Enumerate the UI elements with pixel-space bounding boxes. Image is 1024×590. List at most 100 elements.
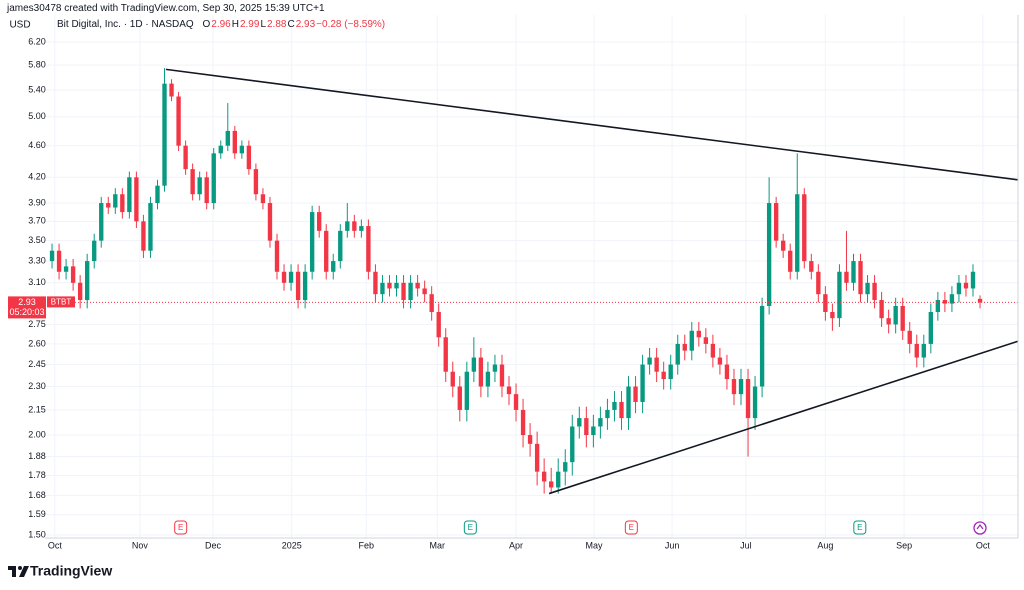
candle (591, 414, 596, 448)
candle (752, 376, 758, 430)
candle-body (485, 371, 491, 387)
candle-body (689, 330, 694, 351)
candle-body (394, 282, 399, 289)
candle-body (232, 130, 237, 154)
earnings-marker: E (853, 520, 867, 535)
candle-body (949, 294, 955, 304)
candle-body (598, 418, 603, 427)
candle (408, 275, 413, 309)
earnings-marker: E (463, 520, 477, 535)
candle (155, 179, 160, 210)
candle (781, 233, 786, 258)
candle (169, 79, 174, 102)
ticker: BTBT (51, 298, 72, 307)
candle-body (120, 194, 125, 213)
x-tick-label: Jul (740, 540, 752, 550)
candle (49, 243, 55, 269)
candle (106, 196, 111, 214)
candle-body (225, 130, 230, 146)
candle-body (570, 426, 575, 463)
candle-body (309, 212, 315, 272)
candle-body (141, 221, 146, 251)
candle (647, 347, 652, 375)
candle-body (809, 261, 814, 272)
candle (99, 196, 104, 248)
candle-body (324, 230, 329, 272)
candle (527, 423, 533, 457)
candle-body (345, 221, 350, 231)
candle (731, 368, 737, 406)
split-icon-ring (973, 521, 987, 535)
candle (380, 275, 385, 303)
candle (626, 376, 631, 430)
candle (443, 328, 448, 383)
candle-body (113, 194, 118, 208)
candle-body (443, 337, 448, 372)
candle-body (640, 364, 645, 402)
candle (766, 177, 772, 315)
candle-body (464, 371, 470, 410)
candle-body (682, 343, 687, 351)
candle-body (584, 418, 589, 436)
candle (640, 354, 645, 414)
x-tick-label: Sep (896, 540, 912, 550)
earnings-label: E (468, 523, 473, 532)
logo-dot (18, 566, 22, 570)
candle-body (99, 203, 104, 241)
earnings-label: E (857, 523, 862, 532)
candle (682, 334, 687, 361)
candle (401, 275, 406, 309)
y-tick-label: 3.70 (28, 216, 46, 226)
candle-body (63, 266, 69, 272)
candle (331, 253, 336, 280)
x-tick-label: 2025 (282, 540, 302, 550)
candle-body (422, 288, 427, 295)
candle (162, 68, 167, 192)
candle (598, 406, 603, 439)
candle (900, 297, 905, 340)
candle (851, 253, 856, 291)
candle-body (823, 294, 828, 313)
candle-body (408, 282, 413, 301)
y-tick-label: 4.20 (28, 172, 46, 182)
y-tick-label: 3.10 (28, 277, 46, 287)
candle-body (541, 471, 547, 482)
readout-label: C (287, 19, 295, 30)
candle-body (281, 271, 287, 283)
candle-body (49, 250, 55, 262)
candle (387, 275, 392, 297)
candle-body (851, 261, 856, 283)
y-tick-label: 5.00 (28, 111, 46, 121)
y-tick-label: 2.00 (28, 429, 46, 439)
candle (429, 286, 434, 321)
y-tick-label: 6.20 (28, 36, 46, 46)
split-icon (973, 521, 987, 535)
candle (415, 275, 420, 297)
candle-body (668, 364, 673, 380)
candle-body (970, 271, 976, 289)
candle (837, 264, 842, 327)
candle-body (471, 357, 477, 372)
logo-stem (12, 566, 16, 577)
candle-body (288, 271, 294, 283)
candle (422, 280, 427, 303)
candle-body (605, 409, 610, 419)
candle-body (429, 294, 434, 313)
symbol-line: Bit Digital, Inc. · 1D · NASDAQ O2.96H2.… (57, 19, 386, 30)
candle (56, 243, 62, 280)
candle-body (169, 83, 174, 97)
candle (113, 188, 118, 214)
candle (218, 140, 223, 159)
candle (450, 361, 455, 398)
readout-value: 2.96 (211, 19, 231, 30)
candle-body (267, 203, 273, 241)
x-tick-label: Oct (48, 540, 63, 550)
trendline (548, 340, 1019, 495)
candle-body (549, 481, 554, 488)
candle-body (436, 312, 441, 338)
candle-body (710, 343, 716, 358)
last-price-value: 2.93 (18, 297, 36, 307)
readout-label: O (202, 19, 211, 30)
